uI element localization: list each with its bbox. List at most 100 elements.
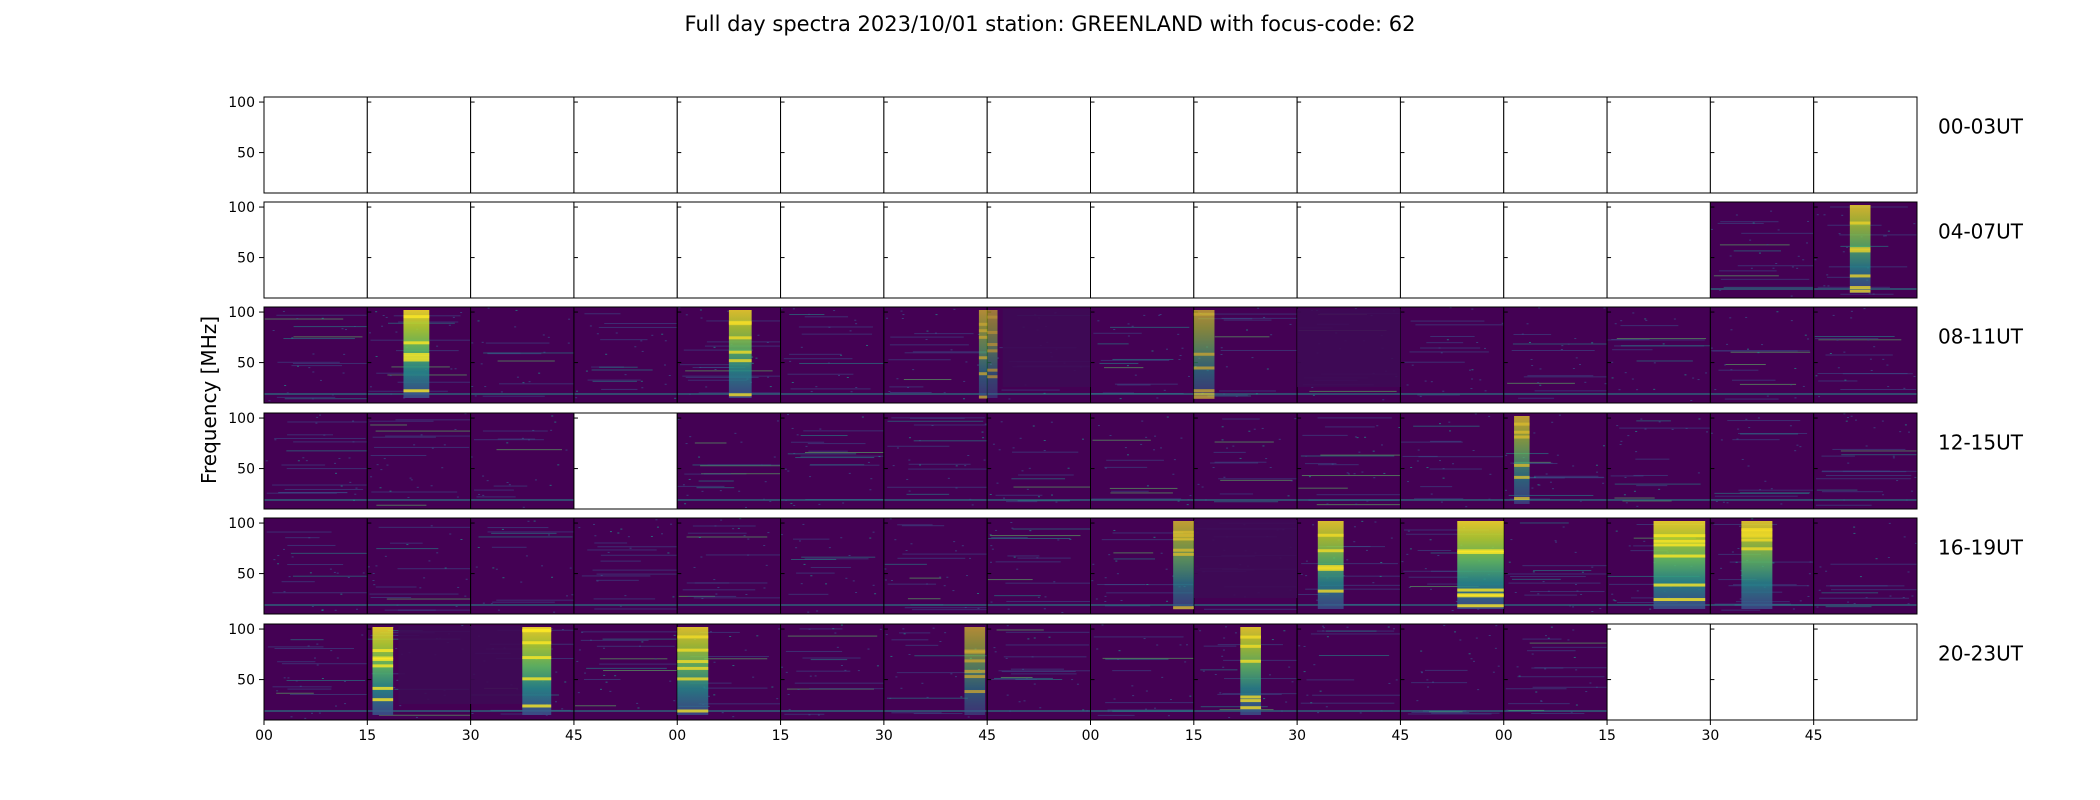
noise-pixel [319,379,322,381]
noise-streak [1318,654,1390,656]
noise-pixel [1311,386,1314,388]
noise-pixel [615,332,618,334]
noise-streak [1006,600,1091,602]
spectrum-panel [1399,96,1505,194]
noise-pixel [1303,645,1306,647]
noise-pixel [800,346,803,348]
noise-pixel [667,552,670,554]
noise-pixel [1816,606,1819,608]
noise-pixel [1792,608,1795,610]
spectrum-panel [1709,412,1815,510]
noise-pixel [464,595,467,597]
noise-pixel [1234,632,1237,634]
noise-pixel [867,648,870,650]
noise-pixel [1722,501,1725,503]
noise-streak [376,504,427,506]
low-frequency-band [1297,710,1401,712]
noise-pixel [747,538,750,540]
noise-pixel [1913,223,1916,225]
noise-pixel [1269,467,1272,469]
noise-pixel [1262,445,1265,447]
burst-streak [1741,529,1773,533]
noise-pixel [1552,488,1555,490]
panel-background [264,307,368,403]
burst-streak [1849,221,1871,225]
noise-streak [1301,563,1398,565]
noise-pixel [790,502,793,504]
noise-streak [679,364,749,366]
burst-streak [372,686,394,690]
noise-streak [293,441,368,443]
noise-pixel [989,493,992,495]
noise-pixel [990,545,993,547]
noise-pixel [452,316,455,318]
noise-pixel [1380,710,1383,712]
noise-pixel [1865,597,1868,599]
radio-burst [1849,205,1871,293]
noise-pixel [1726,343,1729,345]
noise-streak [272,484,368,486]
noise-streak [591,369,653,371]
noise-streak [287,564,344,566]
noise-streak [1531,713,1585,715]
noise-pixel [502,577,505,579]
noise-streak [583,678,621,680]
noise-streak [370,634,420,636]
noise-pixel [1853,526,1856,528]
noise-pixel [372,572,375,574]
noise-pixel [311,712,314,714]
noise-pixel [555,671,558,673]
noise-pixel [756,635,759,637]
noise-streak [1718,369,1759,371]
row-time-label: 16-19UT [1938,535,2024,559]
noise-pixel [1354,436,1357,438]
noise-pixel [828,326,831,328]
noise-pixel [1187,375,1190,377]
spectrum-panel [1399,412,1505,510]
noise-streak [700,465,781,467]
noise-streak [375,430,471,432]
empty-panel-background [780,202,884,298]
noise-streak [272,686,332,688]
noise-pixel [482,475,485,477]
noise-pixel [1076,683,1079,685]
noise-pixel [1576,590,1579,592]
noise-streak [1402,455,1438,457]
noise-streak [1107,709,1194,711]
noise-pixel [1221,426,1224,428]
noise-pixel [780,534,783,536]
noise-streak [800,455,884,457]
noise-pixel [921,682,924,684]
noise-pixel [1643,540,1646,542]
noise-pixel [1439,460,1442,462]
noise-pixel [393,687,396,689]
noise-pixel [1832,314,1835,316]
noise-pixel [1899,431,1902,433]
noise-pixel [291,337,294,339]
noise-pixel [944,632,947,634]
noise-streak [581,631,678,633]
y-axis-label: Frequency [MHz] [197,316,221,484]
noise-streak [1418,456,1504,458]
noise-pixel [1730,329,1733,331]
noise-streak [904,352,988,354]
noise-streak [1310,633,1401,635]
low-frequency-band [1193,604,1298,606]
noise-pixel [1471,378,1474,380]
noise-streak [1614,497,1655,499]
noise-pixel [1770,210,1773,212]
noise-pixel [767,532,770,534]
noise-pixel [464,413,467,415]
noise-pixel [296,318,299,320]
burst-streak [728,350,752,354]
empty-panel-background [1090,97,1194,193]
noise-pixel [1163,389,1166,391]
noise-pixel [1027,638,1030,640]
noise-pixel [1539,384,1542,386]
noise-pixel [1747,348,1750,350]
noise-streak [370,596,412,598]
noise-pixel [367,566,370,568]
noise-pixel [906,478,909,480]
noise-pixel [343,680,346,682]
noise-pixel [751,356,754,358]
